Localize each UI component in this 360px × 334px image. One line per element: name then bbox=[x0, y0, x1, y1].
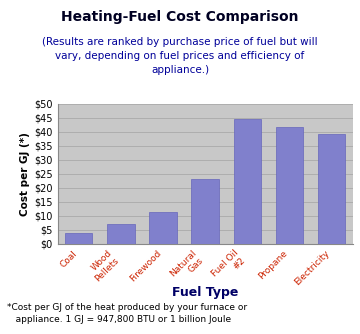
Text: Fuel Type: Fuel Type bbox=[172, 286, 238, 299]
Bar bbox=[107, 224, 135, 244]
Text: Heating-Fuel Cost Comparison: Heating-Fuel Cost Comparison bbox=[61, 10, 299, 24]
Bar bbox=[149, 211, 177, 244]
Text: *Cost per GJ of the heat produced by your furnace or
   appliance. 1 GJ = 947,80: *Cost per GJ of the heat produced by you… bbox=[7, 303, 247, 324]
Bar bbox=[318, 134, 346, 244]
Bar bbox=[234, 119, 261, 244]
Text: (Results are ranked by purchase price of fuel but will
vary, depending on fuel p: (Results are ranked by purchase price of… bbox=[42, 37, 318, 75]
Bar bbox=[192, 179, 219, 244]
Y-axis label: Cost per GJ (*): Cost per GJ (*) bbox=[20, 132, 30, 216]
Bar bbox=[276, 127, 303, 244]
Bar bbox=[65, 232, 93, 244]
